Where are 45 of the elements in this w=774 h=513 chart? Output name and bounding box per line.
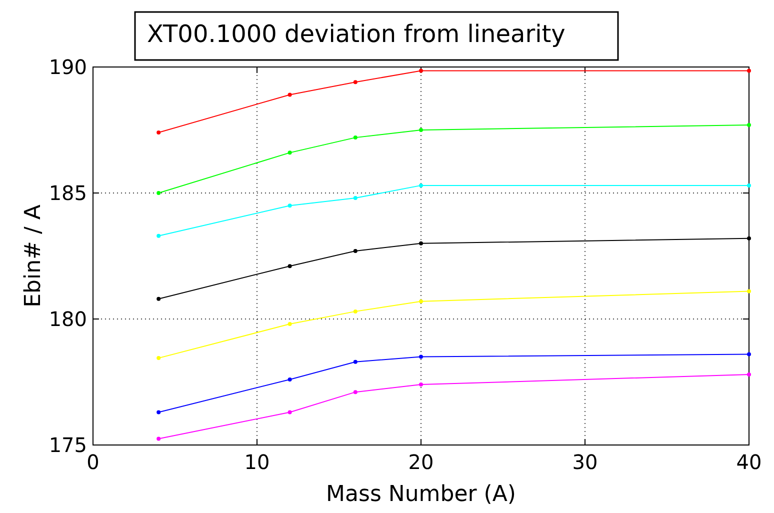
point: [156, 234, 161, 238]
point: [288, 150, 292, 155]
y-tick-label: 175: [48, 433, 87, 457]
x-tick-label: 40: [736, 450, 762, 474]
point: [353, 390, 358, 394]
chart-title: XT00.1000 deviation from linearity: [147, 20, 566, 48]
point: [288, 204, 292, 208]
point: [747, 122, 751, 127]
point: [353, 309, 358, 314]
point: [156, 130, 161, 135]
y-axis-title: Ebin# / A: [21, 204, 46, 308]
x-tick-label: 20: [408, 450, 434, 474]
point: [353, 80, 358, 84]
point: [288, 410, 292, 414]
x-tick-label: 10: [244, 450, 270, 474]
point: [156, 296, 161, 301]
point: [747, 183, 751, 188]
point: [419, 128, 423, 132]
x-axis-title: Mass Number (A): [326, 482, 516, 507]
point: [353, 196, 358, 200]
point: [747, 236, 751, 240]
point: [353, 248, 358, 253]
x-tick-label: 0: [86, 450, 100, 474]
point: [156, 410, 161, 414]
point: [419, 241, 423, 246]
point: [156, 356, 161, 360]
point: [156, 436, 161, 441]
point: [288, 92, 292, 97]
point: [419, 354, 423, 359]
point: [353, 136, 358, 140]
point: [288, 264, 292, 268]
point: [288, 377, 292, 382]
point: [288, 322, 292, 326]
point: [747, 352, 751, 356]
x-tick-label: 30: [572, 450, 598, 474]
point: [747, 372, 751, 376]
point: [419, 382, 423, 387]
y-tick-label: 190: [48, 55, 87, 79]
y-tick-label: 180: [48, 307, 87, 331]
point: [419, 183, 423, 188]
point: [156, 191, 161, 195]
point: [747, 289, 751, 294]
y-tick-label: 185: [48, 181, 87, 205]
point: [353, 360, 358, 364]
point: [419, 299, 423, 304]
